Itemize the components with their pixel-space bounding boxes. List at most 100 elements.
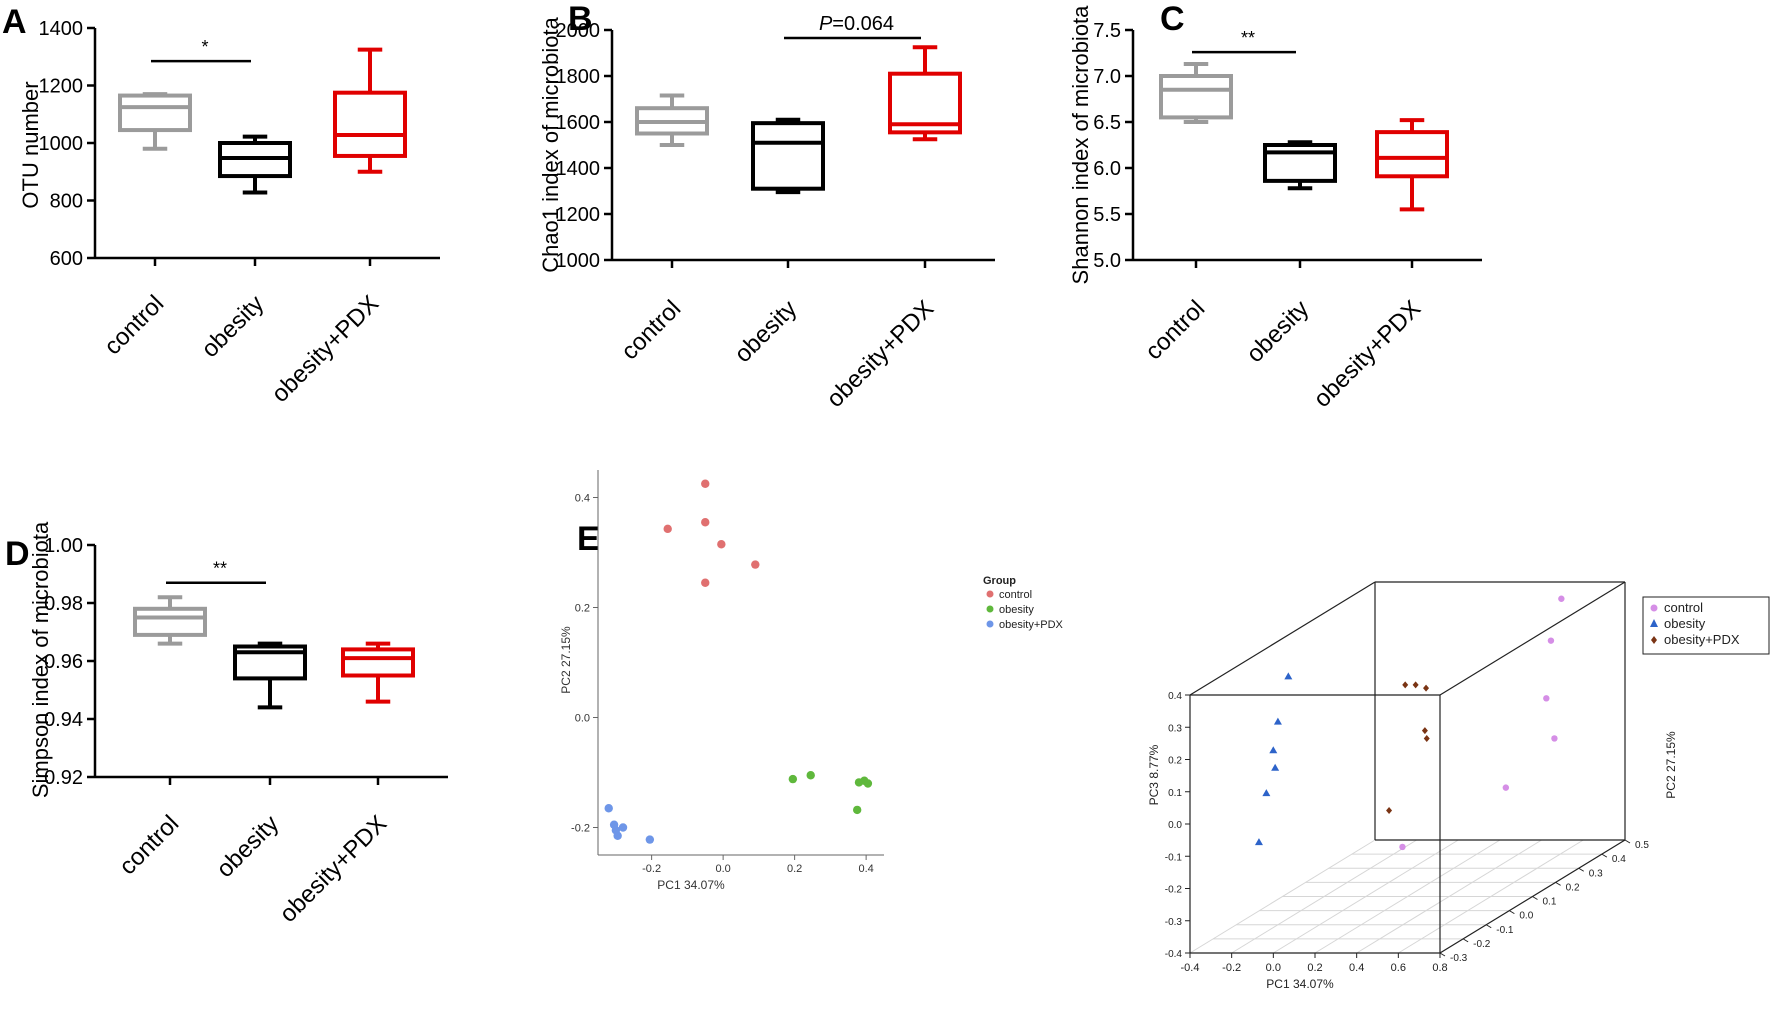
point-obesity+PDX <box>1402 681 1409 689</box>
y-tick-label: 1.00 <box>44 535 83 557</box>
y-tick-label: 7.5 <box>1093 20 1121 42</box>
point-control <box>701 518 710 527</box>
y-tick <box>1601 853 1608 858</box>
z-tick-label: 0.3 <box>1168 723 1182 734</box>
y-axis-label: OTU number <box>18 81 43 208</box>
y-axis-label: PC2 27.15% <box>559 626 573 694</box>
y-tick-label: -0.1 <box>1496 925 1514 936</box>
y-tick-label: 0.5 <box>1635 840 1649 851</box>
y-tick-label: 5.0 <box>1093 250 1121 272</box>
box-obesity+PDX <box>1375 130 1449 179</box>
y-tick-label: 0.96 <box>44 651 83 673</box>
z-tick-label: -0.2 <box>1165 885 1183 896</box>
box-obesity+PDX <box>888 71 962 135</box>
y-tick <box>1532 896 1538 900</box>
panel-e-pcoa-3d: -0.4 -0.2 0.0 0.2 0.4 0.6 0.8 -0.4 -0.3 -0.2 -0.1 0… <box>1147 581 1770 991</box>
x-tick-label: 0.0 <box>715 863 730 875</box>
point-obesity <box>806 771 815 780</box>
y-axis-label: Shannon index of microbiota <box>1068 5 1093 285</box>
point-obesity <box>788 774 798 784</box>
box-control <box>133 606 207 637</box>
box-control <box>118 93 192 133</box>
y-tick-label: 7.0 <box>1093 66 1121 88</box>
x-tick-label: 0.8 <box>1432 962 1447 974</box>
y-tick-label: 1000 <box>556 250 601 272</box>
x-category-label: control <box>1140 295 1210 365</box>
z-tick-label: -0.1 <box>1165 852 1183 863</box>
x-axis-label: PC1 34.07% <box>1266 977 1334 991</box>
x-tick-label: -0.2 <box>642 863 661 875</box>
z-tick-label: 0.0 <box>1168 820 1182 831</box>
point-obesity <box>852 805 862 815</box>
point-control <box>1399 843 1406 851</box>
y-tick-label: 0.92 <box>44 767 83 789</box>
y-tick-label: 0.4 <box>1612 854 1626 865</box>
point-obesity+PDX <box>1386 806 1393 814</box>
p-italic: P <box>819 13 833 35</box>
y-tick <box>1439 952 1446 957</box>
legend-label: control <box>999 589 1032 601</box>
x-tick-label: 0.4 <box>858 863 873 875</box>
x-tick-label: 0.6 <box>1391 962 1406 974</box>
x-tick-label: 0.4 <box>1349 962 1364 974</box>
y-tick-label: 1800 <box>556 66 601 88</box>
y-tick-label: 0.4 <box>575 493 590 505</box>
point-obesity <box>1271 763 1280 771</box>
point-obesity <box>1254 838 1263 846</box>
legend-marker-control <box>986 590 994 598</box>
panel-label-c: C <box>1160 0 1185 38</box>
y-tick-label: 0.0 <box>575 713 590 725</box>
legend-label: obesity+PDX <box>1664 632 1740 647</box>
significance-label: ** <box>213 559 227 579</box>
panel-label-a: A <box>2 3 27 41</box>
box-obesity <box>233 644 307 681</box>
y-tick-label: 6.5 <box>1093 112 1121 134</box>
y-tick <box>1555 881 1561 886</box>
x-category-label: obesity+PDX <box>275 810 393 928</box>
panel-label-b: B <box>568 0 593 38</box>
x-category-label: obesity <box>211 810 284 883</box>
point-control <box>1543 695 1550 702</box>
point-control <box>663 524 672 534</box>
z-tick-label: 0.2 <box>1168 756 1182 767</box>
legend-marker-obesity+PDX <box>1651 636 1657 644</box>
y-tick-label: 800 <box>50 191 83 213</box>
x-category-label: obesity+PDX <box>1309 295 1427 413</box>
legend-marker-obesity <box>986 605 994 613</box>
point-obesity+PDX <box>618 823 628 832</box>
y-tick-label: 0.2 <box>1566 882 1580 893</box>
y-tick <box>1462 938 1469 943</box>
y-tick-label: 0.3 <box>1589 868 1603 879</box>
y-tick-label: 2000 <box>556 20 601 42</box>
point-obesity+PDX <box>1412 681 1419 689</box>
legend-marker-obesity <box>1650 619 1658 627</box>
legend-title: Group <box>983 575 1016 587</box>
y-tick <box>1509 910 1515 915</box>
y-tick-label: 6.0 <box>1093 158 1121 180</box>
x-tick-label: -0.2 <box>1222 962 1241 974</box>
y-axis-label: Simpson index of microbiota <box>28 521 53 798</box>
point-control <box>1502 784 1510 791</box>
y-tick-label: 1000 <box>39 133 84 155</box>
y-tick <box>1578 867 1585 872</box>
point-obesity+PDX <box>1423 684 1430 692</box>
y-tick-label: 0.94 <box>44 709 83 731</box>
z-tick-label: 0.4 <box>1168 691 1182 702</box>
y-tick-label: 1600 <box>556 112 601 134</box>
point-obesity <box>863 779 873 788</box>
box-obesity+PDX <box>333 90 407 158</box>
y-tick <box>1624 839 1631 844</box>
legend-label: obesity <box>999 604 1034 616</box>
y-axis-label: Chao1 index of microbiota <box>538 16 563 272</box>
legend-marker-control <box>1650 604 1658 612</box>
legend-box <box>1642 596 1770 655</box>
point-control <box>717 540 726 549</box>
significance-label: P=0.064 <box>819 13 894 35</box>
x-category-label: obesity <box>1241 295 1314 368</box>
y-tick-label: 0.2 <box>575 603 590 615</box>
y-tick-label: 0.98 <box>44 593 83 615</box>
y-tick-label: 600 <box>50 248 83 270</box>
